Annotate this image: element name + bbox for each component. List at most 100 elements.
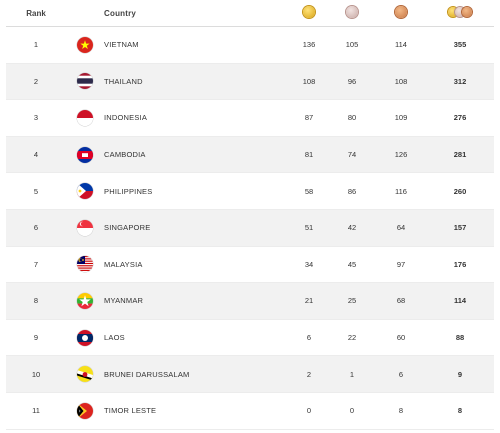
- rank-cell: 8: [33, 296, 39, 306]
- country-name[interactable]: BRUNEI DARUSSALAM: [104, 369, 190, 379]
- gold-count: 6: [306, 333, 312, 343]
- gold-count: 0: [306, 406, 312, 416]
- gold-medal-icon: [303, 6, 315, 18]
- table-row[interactable]: 4 CAMBODIA 81 74 126 281: [6, 136, 494, 174]
- gold-count: 81: [304, 150, 314, 160]
- table-row[interactable]: 2 THAILAND 108 96 108 312: [6, 63, 494, 101]
- gold-count: 58: [304, 186, 314, 196]
- brunei-darussalam-flag-icon: [77, 366, 93, 383]
- rank-cell: 6: [33, 223, 39, 233]
- silver-count: 74: [347, 150, 357, 160]
- rank-cell: 2: [33, 76, 39, 86]
- silver-count: 45: [347, 259, 357, 269]
- rank-cell: 10: [31, 369, 41, 379]
- rank-cell: 5: [33, 186, 39, 196]
- table-row[interactable]: 6 SINGAPORE 51 42 64 157: [6, 209, 494, 247]
- total-count: 260: [453, 186, 467, 196]
- bronze-count: 116: [395, 186, 407, 196]
- gold-count: 2: [306, 369, 312, 379]
- rank-cell: 7: [33, 259, 39, 269]
- bronze-count: 108: [394, 76, 408, 86]
- country-name[interactable]: MALAYSIA: [104, 259, 143, 269]
- table-row[interactable]: 7 MALAYSIA 34 45 97 176: [6, 247, 494, 284]
- total-count: 9: [457, 369, 463, 379]
- gold-column-header[interactable]: [290, 6, 328, 20]
- bronze-medal-icon: [395, 6, 407, 18]
- country-name[interactable]: CAMBODIA: [104, 150, 146, 160]
- rank-cell: 3: [33, 113, 39, 123]
- philippines-flag-icon: [77, 183, 93, 200]
- silver-medal-icon: [346, 6, 358, 18]
- rank-column-header[interactable]: Rank: [26, 8, 46, 18]
- cambodia-flag-icon: [77, 146, 93, 163]
- laos-flag-icon: [77, 329, 93, 346]
- myanmar-flag-icon: [77, 292, 93, 309]
- total-column-header[interactable]: [426, 7, 494, 19]
- silver-count: 42: [347, 223, 357, 233]
- malaysia-flag-icon: [77, 256, 93, 273]
- indonesia-flag-icon: [77, 109, 93, 126]
- table-row[interactable]: 1 VIETNAM 136 105 114 355: [6, 27, 494, 64]
- table-row[interactable]: 10 BRUNEI DARUSSALAM 2 1 6 9: [6, 356, 494, 393]
- total-count: 157: [453, 223, 467, 233]
- rank-cell: 9: [33, 333, 39, 343]
- thailand-flag-icon: [77, 73, 93, 90]
- total-count: 355: [453, 40, 467, 50]
- total-count: 312: [453, 76, 467, 86]
- table-row[interactable]: 5 PHILIPPINES 58 86 116 260: [6, 173, 494, 210]
- bronze-count: 97: [396, 259, 406, 269]
- total-medals-icon: [448, 7, 472, 17]
- bronze-count: 114: [395, 40, 407, 50]
- table-row[interactable]: 3 INDONESIA 87 80 109 276: [6, 100, 494, 137]
- singapore-flag-icon: [77, 219, 93, 236]
- gold-count: 51: [304, 223, 314, 233]
- country-name[interactable]: TIMOR LESTE: [104, 406, 157, 416]
- silver-count: 96: [347, 76, 357, 86]
- country-name[interactable]: INDONESIA: [104, 113, 148, 123]
- total-count: 88: [455, 333, 465, 343]
- table-header: Rank Country: [6, 0, 494, 27]
- total-count: 276: [453, 113, 467, 123]
- bronze-count: 68: [396, 296, 406, 306]
- silver-count: 25: [347, 296, 357, 306]
- vietnam-flag-icon: [77, 36, 93, 53]
- table-row[interactable]: 8 MYANMAR 21 25 68 114: [6, 283, 494, 320]
- gold-count: 34: [304, 259, 314, 269]
- bronze-count: 64: [396, 223, 406, 233]
- silver-count: 1: [349, 369, 355, 379]
- total-count: 8: [457, 406, 463, 416]
- bronze-count: 126: [394, 150, 408, 160]
- rank-cell: 11: [32, 406, 40, 416]
- rank-cell: 1: [33, 40, 39, 50]
- bronze-count: 8: [398, 406, 404, 416]
- gold-count: 108: [302, 76, 316, 86]
- silver-count: 105: [345, 40, 359, 50]
- total-count: 114: [453, 296, 467, 306]
- table-row[interactable]: 11 TIMOR LESTE 0 0 8 8: [6, 393, 494, 430]
- silver-count: 22: [347, 333, 357, 343]
- total-count: 281: [453, 150, 467, 160]
- country-name[interactable]: MYANMAR: [104, 296, 144, 306]
- total-count: 176: [453, 259, 467, 269]
- country-name[interactable]: SINGAPORE: [104, 223, 151, 233]
- country-name[interactable]: VIETNAM: [104, 40, 139, 50]
- bronze-count: 6: [398, 369, 404, 379]
- silver-count: 86: [347, 186, 357, 196]
- table-row[interactable]: 9 LAOS 6 22 60 88: [6, 320, 494, 357]
- silver-column-header[interactable]: [328, 6, 376, 20]
- gold-count: 87: [304, 113, 314, 123]
- country-name[interactable]: PHILIPPINES: [104, 186, 153, 196]
- gold-count: 136: [302, 40, 316, 50]
- bronze-column-header[interactable]: [376, 6, 426, 20]
- bronze-count: 109: [394, 113, 408, 123]
- silver-count: 80: [347, 113, 357, 123]
- medal-table: Rank Country 1 VIETNAM 136 105 114 355 2 THAILA…: [6, 0, 494, 433]
- timor-leste-flag-icon: [77, 402, 93, 419]
- rank-cell: 4: [33, 150, 39, 160]
- country-name[interactable]: LAOS: [104, 333, 125, 343]
- gold-count: 21: [304, 296, 314, 306]
- country-name[interactable]: THAILAND: [104, 76, 143, 86]
- country-column-header[interactable]: Country: [104, 8, 137, 18]
- silver-count: 0: [349, 406, 355, 416]
- bronze-count: 60: [396, 333, 406, 343]
